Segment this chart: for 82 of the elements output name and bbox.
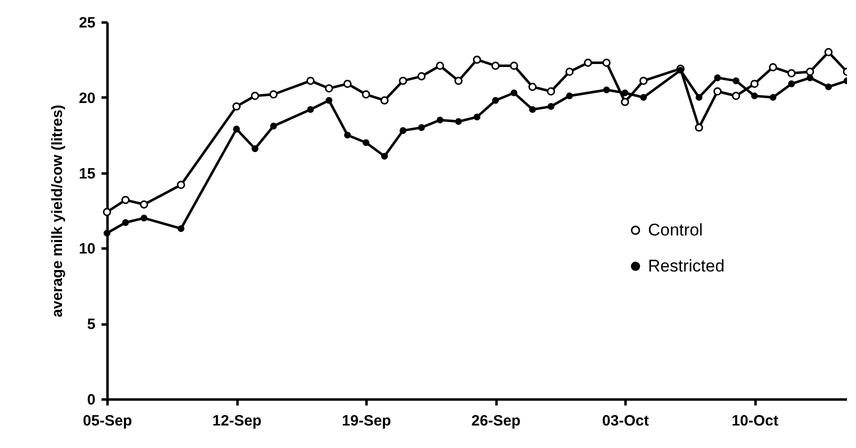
point: [233, 126, 240, 132]
point: [232, 102, 241, 111]
point: [140, 200, 148, 209]
y-tick-label: 5: [87, 316, 96, 334]
point: [750, 80, 759, 88]
point: [104, 230, 110, 237]
point: [696, 94, 702, 101]
point: [566, 92, 573, 100]
y-axis-title: average milk yield/cow (litres): [48, 104, 66, 318]
y-tick-label: 10: [78, 240, 96, 258]
point: [269, 90, 278, 98]
legend-label: Restricted: [648, 256, 725, 276]
legend-label: Control: [648, 220, 703, 240]
point: [713, 87, 722, 96]
point: [270, 122, 277, 130]
point: [362, 90, 370, 98]
x-tick-label: 26-Sep: [471, 412, 521, 430]
point: [824, 48, 833, 56]
point: [732, 77, 740, 84]
point: [362, 139, 370, 146]
point: [380, 96, 389, 105]
point: [788, 80, 795, 88]
point: [398, 76, 408, 85]
y-tick-label: 20: [78, 90, 96, 107]
x-tick-label: 03-Oct: [602, 412, 649, 430]
point: [732, 92, 740, 100]
point: [620, 98, 630, 106]
point: [436, 62, 444, 70]
point: [622, 89, 628, 96]
point: [770, 94, 776, 101]
point: [400, 127, 406, 134]
point: [474, 114, 480, 120]
point: [806, 68, 814, 76]
point: [529, 106, 536, 113]
point: [602, 58, 611, 67]
point: [584, 58, 592, 67]
point: [326, 97, 332, 104]
y-tick-label: 15: [78, 165, 96, 182]
point: [492, 97, 499, 104]
point: [787, 69, 796, 78]
point: [307, 106, 314, 113]
point: [418, 124, 425, 131]
point: [250, 92, 260, 100]
point: [417, 72, 426, 80]
point: [768, 63, 778, 72]
point: [565, 68, 574, 76]
point: [639, 76, 648, 85]
point: [640, 94, 647, 101]
point: [381, 152, 388, 160]
point: [343, 80, 352, 88]
point: [306, 76, 315, 85]
point: [324, 84, 334, 92]
point: [510, 62, 518, 70]
point: [121, 196, 130, 204]
x-tick-label: 19-Sep: [342, 412, 392, 430]
point: [528, 82, 537, 91]
point: [714, 74, 721, 82]
y-tick-label: 25: [78, 14, 96, 32]
point: [491, 62, 500, 70]
point: [252, 145, 258, 152]
point: [472, 56, 482, 64]
point: [176, 180, 186, 189]
point: [455, 118, 462, 125]
point: [454, 76, 463, 85]
x-tick-label: 05-Sep: [82, 412, 132, 430]
point: [436, 116, 444, 124]
point: [122, 219, 129, 226]
point: [140, 214, 148, 222]
point: [694, 123, 704, 132]
point: [825, 83, 832, 90]
y-tick-label: 0: [87, 392, 96, 408]
point: [546, 87, 556, 96]
x-tick-label: 10-Oct: [732, 412, 778, 430]
point: [510, 89, 518, 96]
point: [603, 86, 610, 94]
point: [102, 208, 112, 216]
point: [548, 103, 554, 110]
point: [751, 92, 758, 100]
x-tick-label: 12-Sep: [212, 412, 262, 430]
point: [806, 74, 814, 82]
point: [178, 225, 184, 232]
point: [344, 132, 351, 138]
